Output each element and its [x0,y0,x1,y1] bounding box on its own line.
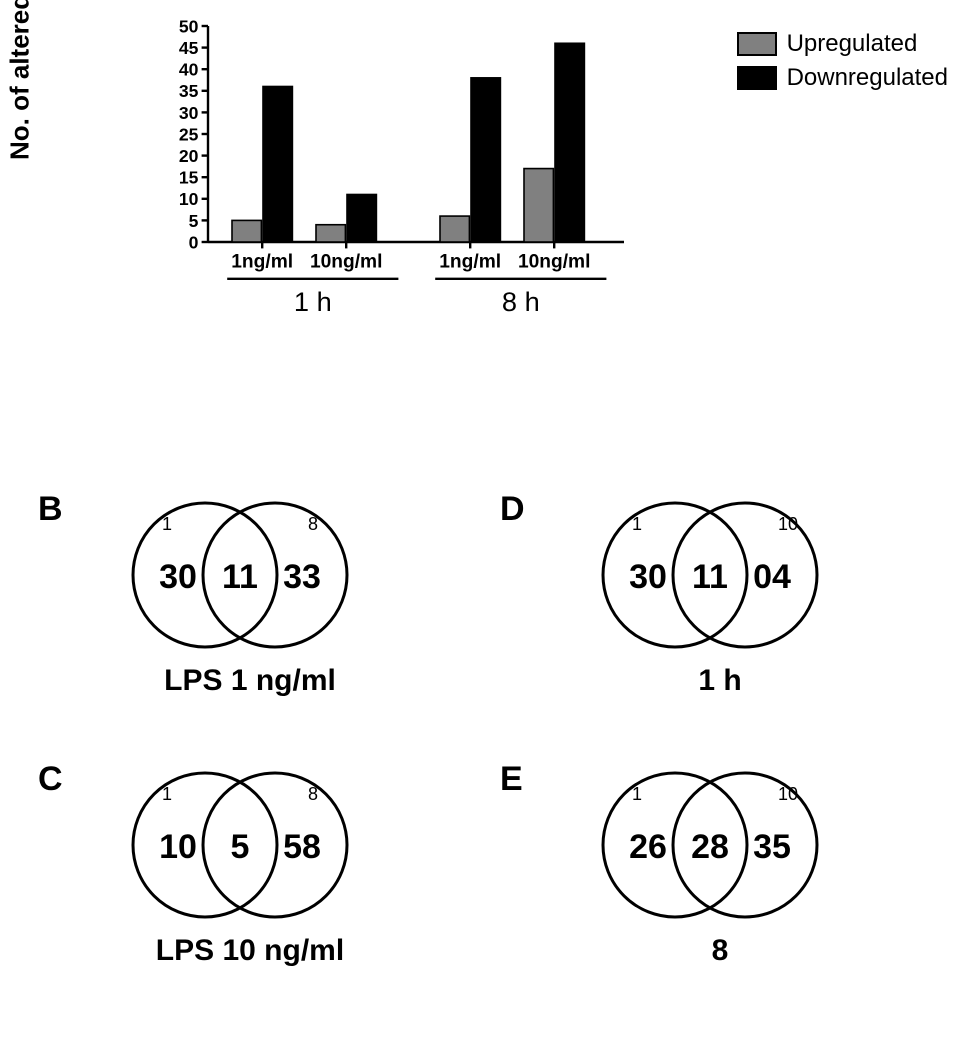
svg-text:30: 30 [179,103,199,123]
venn-number: 30 [629,558,667,596]
venn-number: 10 [778,514,798,534]
venn-number: 1 [162,514,172,534]
venn-number: 11 [222,558,258,596]
legend-label: Downregulated [787,64,948,92]
svg-text:40: 40 [179,60,199,80]
svg-text:35: 35 [179,81,199,101]
venn-b-title: LPS 1 ng/ml [90,664,410,698]
venn-circle [203,773,347,917]
bar [440,216,469,242]
bar [524,169,553,242]
venn-number: 8 [308,784,318,804]
svg-text:45: 45 [179,38,199,58]
panel-label-d: D [500,490,525,529]
legend-swatch-upregulated [737,32,777,56]
svg-text:8 h: 8 h [502,286,540,317]
panel-label-b: B [38,490,63,529]
svg-text:10ng/ml: 10ng/ml [310,252,383,273]
venn-e: 1 10 26 28 35 8 [560,750,880,968]
bar [263,86,292,242]
panel-label-e: E [500,760,523,799]
svg-text:10ng/ml: 10ng/ml [518,252,591,273]
venn-d-title: 1 h [560,664,880,698]
venn-number: 10 [778,784,798,804]
svg-text:10: 10 [179,189,199,209]
bar [347,194,376,242]
venn-number: 1 [632,514,642,534]
venn-circle [133,773,277,917]
svg-text:50: 50 [179,16,199,36]
svg-text:1 h: 1 h [294,286,332,317]
svg-text:15: 15 [179,168,199,188]
svg-text:25: 25 [179,124,199,144]
y-axis-label: No. of altered miRNAs [5,0,36,160]
legend: Upregulated Downregulated [737,30,948,98]
svg-text:20: 20 [179,146,199,166]
svg-text:1ng/ml: 1ng/ml [231,252,293,273]
legend-item-downregulated: Downregulated [737,64,948,92]
venn-number: 58 [283,828,321,866]
venn-number: 10 [159,828,197,866]
venn-number: 11 [692,558,728,596]
venn-b: 1 8 30 11 33 LPS 1 ng/ml [90,480,410,698]
venn-number: 28 [691,828,729,866]
panel-label-c: C [38,760,63,799]
venn-number: 8 [308,514,318,534]
legend-label: Upregulated [787,30,918,58]
venn-c-title: LPS 10 ng/ml [90,934,410,968]
bar [232,220,261,242]
svg-text:1ng/ml: 1ng/ml [439,252,501,273]
venn-number: 35 [753,828,791,866]
svg-text:0: 0 [189,232,199,252]
venn-number: 1 [162,784,172,804]
venn-number: 04 [753,558,791,596]
venn-number: 5 [231,828,250,866]
venn-number: 30 [159,558,197,596]
svg-text:5: 5 [189,211,199,231]
legend-swatch-downregulated [737,66,777,90]
bar [471,78,500,242]
venn-number: 26 [629,828,667,866]
venn-c: 1 8 10 5 58 LPS 10 ng/ml [90,750,410,968]
venn-e-title: 8 [560,934,880,968]
venn-number: 1 [632,784,642,804]
venn-number: 33 [283,558,321,596]
legend-item-upregulated: Upregulated [737,30,948,58]
bar [555,43,584,242]
bar [316,225,345,242]
bar-chart: 05101520253035404550 1ng/ml 10ng/ml 1ng/ml… [100,10,700,330]
venn-d: 1 10 30 11 04 1 h [560,480,880,698]
